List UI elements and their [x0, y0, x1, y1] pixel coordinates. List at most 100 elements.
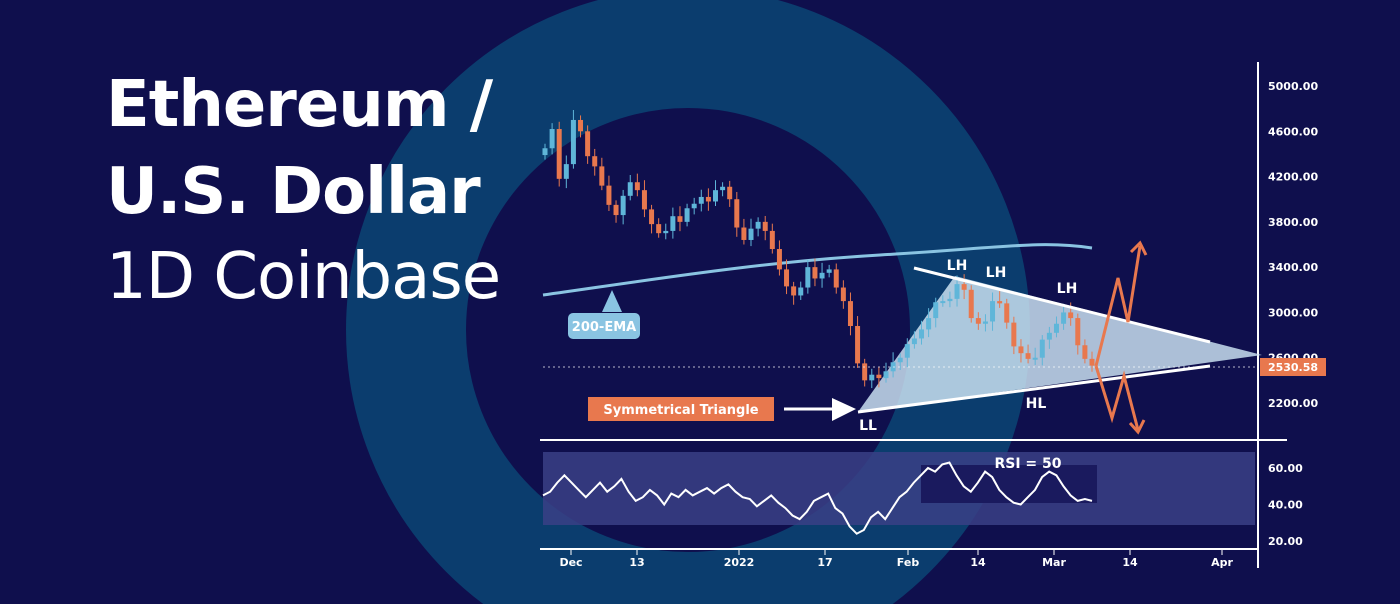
candle-body: [599, 166, 605, 186]
candle-body: [997, 301, 1003, 304]
candle-body: [1025, 353, 1031, 359]
label-hl: HL: [1026, 396, 1047, 412]
candle-body: [563, 164, 569, 179]
candle-body: [784, 269, 790, 287]
candle-body: [705, 196, 711, 202]
candle-body: [620, 195, 626, 216]
triangle-upper-line: [913, 266, 1211, 344]
rsi-tick-label: 40.00: [1268, 499, 1303, 512]
candle-body: [570, 119, 576, 165]
rsi-tick-label: 20.00: [1268, 535, 1303, 548]
candle-body: [585, 131, 591, 157]
y-tick-label: 5000.00: [1268, 80, 1318, 93]
candle-body: [1018, 346, 1024, 354]
candle-body: [578, 119, 584, 132]
x-axis-ticks: Dec 13 2022 17 Feb 14 Mar 14 Apr: [559, 549, 1233, 569]
candle-body: [549, 129, 555, 149]
ema-200-line: [542, 243, 1093, 297]
candle-body: [677, 216, 683, 222]
projection-up-arrowhead: [1129, 240, 1148, 256]
candle-body: [627, 182, 633, 196]
candle-body: [876, 374, 882, 379]
candle-body: [748, 228, 754, 240]
rsi-highlight-box: [921, 465, 1097, 503]
candle-body: [684, 208, 690, 222]
label-lh-3: LH: [1057, 281, 1078, 297]
price-tag-box: [1260, 358, 1326, 376]
label-ll: LL: [859, 418, 877, 434]
candle-body: [855, 326, 861, 364]
candle-body: [940, 301, 946, 304]
candle-body: [762, 221, 768, 231]
candle-body: [542, 148, 548, 156]
candle-body: [862, 363, 868, 381]
candle-body: [1089, 358, 1095, 366]
candle-body: [911, 338, 917, 345]
candle-body: [556, 129, 562, 179]
candle-body: [1082, 345, 1088, 359]
candle-body: [904, 344, 910, 358]
candle-body: [975, 318, 981, 324]
projection-down-arrowhead: [1128, 419, 1146, 435]
candle-body: [769, 230, 775, 250]
rsi-axis-ticks: 60.00 40.00 20.00: [1268, 462, 1303, 548]
rsi-tick-label: 60.00: [1268, 462, 1303, 475]
y-tick-label: 4600.00: [1268, 125, 1318, 138]
candle-body: [805, 267, 811, 288]
candle-body: [961, 284, 967, 290]
label-lh-2: LH: [986, 265, 1007, 281]
candle-body: [982, 321, 988, 324]
candle-body: [1061, 312, 1067, 324]
y-tick-label: 4200.00: [1268, 171, 1318, 184]
candle-body: [1068, 312, 1074, 319]
candle-body: [926, 318, 932, 330]
candle-body: [819, 272, 825, 279]
candle-body: [1032, 357, 1038, 360]
x-tick-label: 2022: [724, 556, 755, 569]
title-line-3: 1D Coinbase: [106, 240, 501, 314]
x-tick-label: 17: [817, 556, 832, 569]
y-tick-label: 3400.00: [1268, 261, 1318, 274]
ema-label-box: [568, 313, 640, 339]
triangle-label: Symmetrical Triangle: [603, 403, 758, 418]
candle-body: [990, 301, 996, 322]
candlestick-series: [542, 110, 1095, 389]
candle-body: [933, 302, 939, 319]
candle-body: [776, 249, 782, 270]
ema-callout-pointer: [602, 290, 622, 312]
candle-body: [755, 221, 761, 229]
candle-body: [1053, 323, 1059, 333]
candle-body: [592, 156, 598, 167]
candle-body: [840, 287, 846, 302]
candle-body: [641, 190, 647, 210]
candle-body: [734, 199, 740, 228]
candle-body: [663, 230, 669, 234]
triangle-lower-line: [857, 364, 1211, 414]
candle-body: [613, 204, 619, 216]
candle-body: [656, 224, 662, 234]
x-tick-label: 14: [1122, 556, 1138, 569]
x-tick-label: 13: [629, 556, 644, 569]
x-tick-label: Feb: [897, 556, 920, 569]
candle-body: [947, 298, 953, 302]
candle-body: [883, 371, 889, 379]
y-tick-label: 3000.00: [1268, 306, 1318, 319]
candle-body: [897, 357, 903, 363]
rsi-label: RSI = 50: [994, 456, 1061, 472]
candle-body: [826, 269, 832, 273]
candle-body: [670, 216, 676, 231]
x-tick-label: Dec: [559, 556, 582, 569]
label-lh-1: LH: [947, 258, 968, 274]
triangle-fill: [858, 276, 1262, 412]
candle-body: [1004, 303, 1010, 323]
candle-body: [698, 196, 704, 204]
candle-body: [691, 203, 697, 209]
candle-body: [869, 374, 875, 381]
title-line-1: Ethereum /: [106, 68, 493, 142]
candle-body: [634, 182, 640, 191]
projection-up-path: [1094, 245, 1142, 367]
y-tick-label: 3800.00: [1268, 216, 1318, 229]
candle-body: [727, 186, 733, 200]
triangle-label-box: [588, 397, 774, 421]
